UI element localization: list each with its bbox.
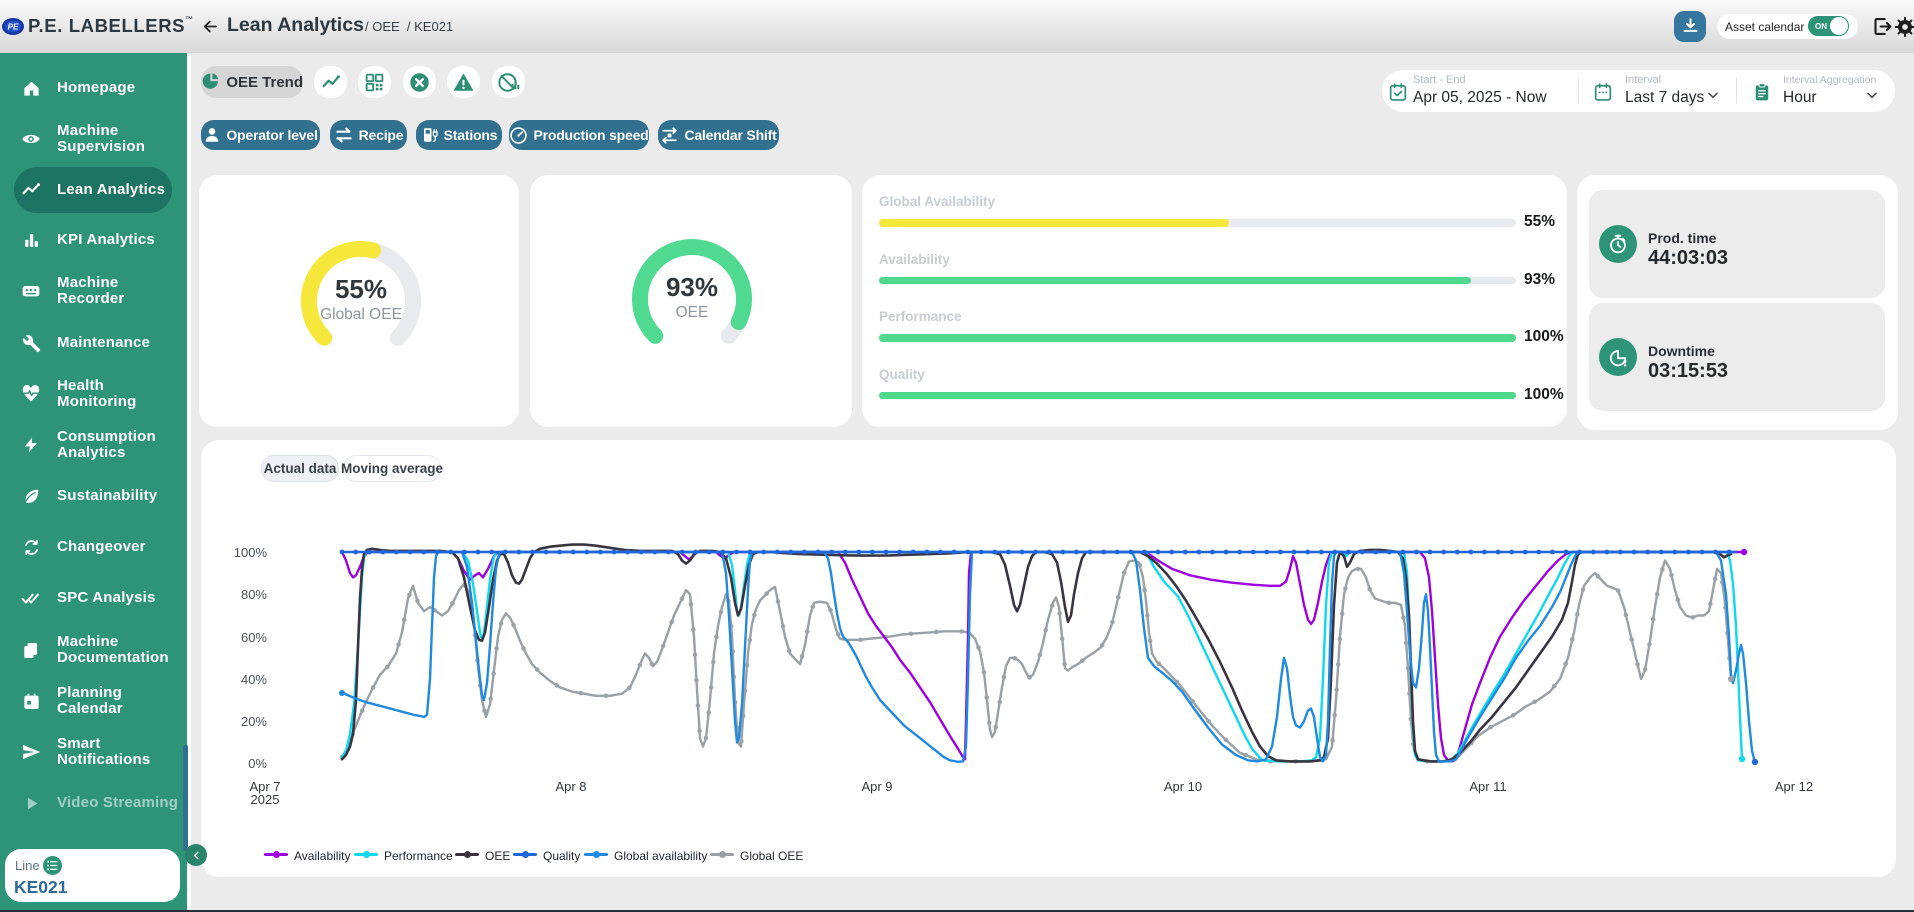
svg-text:PE: PE xyxy=(8,23,19,32)
